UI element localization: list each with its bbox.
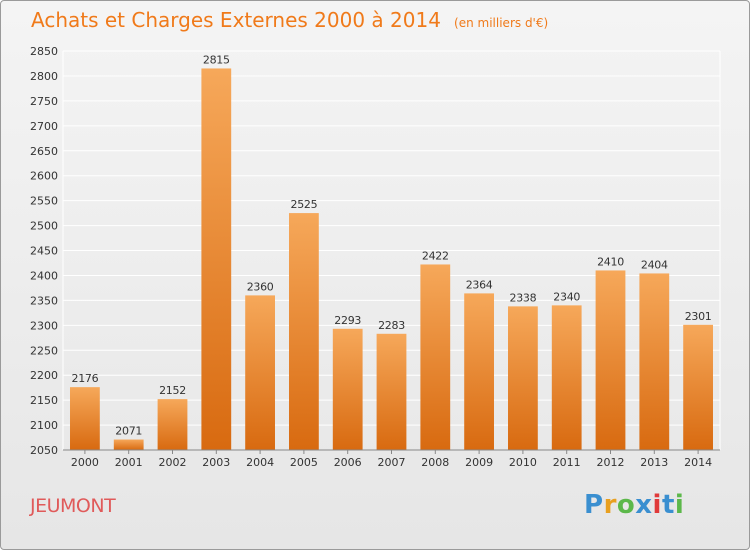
- bar: [464, 293, 494, 450]
- bar: [595, 270, 626, 450]
- data-label: 2293: [334, 314, 361, 327]
- data-labels: 2176 2071 2152 2815 2360 2525 2293 2283 2422 2364…: [72, 53, 712, 437]
- y-tick-label: 2450: [30, 245, 58, 258]
- x-tick-label: 2000: [71, 456, 99, 469]
- bar: [332, 328, 363, 450]
- x-tick-label: 2014: [684, 456, 712, 469]
- x-tick-label: 2008: [421, 456, 449, 469]
- bar: [420, 264, 451, 450]
- bar: [157, 399, 188, 450]
- x-tick-label: 2006: [334, 456, 362, 469]
- y-tick-label: 2800: [30, 70, 58, 83]
- data-label: 2283: [378, 319, 405, 332]
- x-tick-label: 2012: [597, 456, 625, 469]
- y-tick-label: 2300: [30, 319, 58, 332]
- y-tick-label: 2050: [30, 444, 58, 457]
- logo-letter: i: [652, 490, 662, 520]
- data-label: 2815: [203, 53, 230, 66]
- title-row: Achats et Charges Externes 2000 à 2014 (…: [31, 8, 548, 32]
- x-tick-label: 2001: [115, 456, 143, 469]
- bar: [289, 213, 319, 450]
- data-label: 2360: [247, 280, 274, 293]
- logo-letter: r: [603, 490, 617, 520]
- y-tick-label: 2700: [30, 120, 58, 133]
- x-tick-label: 2007: [378, 456, 406, 469]
- x-tick-label: 2004: [246, 456, 274, 469]
- data-label: 2340: [553, 290, 580, 303]
- chart-title: Achats et Charges Externes 2000 à 2014: [31, 8, 441, 32]
- bar: [639, 273, 670, 450]
- data-label: 2301: [685, 310, 712, 323]
- bars: [70, 68, 713, 451]
- bar: [113, 439, 144, 450]
- x-tick-label: 2011: [553, 456, 581, 469]
- y-tick-label: 2200: [30, 369, 58, 382]
- data-label: 2525: [291, 198, 318, 211]
- x-tick-label: 2010: [509, 456, 537, 469]
- data-label: 2071: [115, 425, 142, 438]
- bar: [508, 306, 538, 450]
- bar: [245, 295, 275, 450]
- logo-letter: i: [674, 490, 685, 520]
- y-axis: 2050 2100 2150 2200 2250 2300 2350 2400 2450 2500…: [30, 45, 58, 457]
- y-tick-label: 2400: [30, 269, 58, 282]
- y-tick-label: 2150: [30, 394, 58, 407]
- y-tick-label: 2550: [30, 195, 58, 208]
- chart-unit: (en milliers d'€): [454, 16, 549, 30]
- y-tick-label: 2500: [30, 220, 58, 233]
- data-label: 2404: [641, 258, 668, 271]
- y-tick-label: 2100: [30, 419, 58, 432]
- y-tick-label: 2600: [30, 170, 58, 183]
- bar: [201, 68, 232, 451]
- bar: [70, 387, 100, 450]
- logo-letter: t: [661, 490, 675, 520]
- logo-letter: P: [584, 490, 604, 520]
- x-axis: 2000 2001 2002 2003 2004 2005 2006 2007 2008 2009…: [63, 449, 720, 469]
- bar: [551, 305, 582, 450]
- data-label: 2364: [466, 278, 493, 291]
- proxiti-logo[interactable]: Proxiti: [584, 490, 684, 520]
- y-tick-label: 2250: [30, 344, 58, 357]
- x-tick-label: 2003: [202, 456, 230, 469]
- data-label: 2152: [159, 384, 186, 397]
- data-label: 2422: [422, 249, 449, 262]
- y-tick-label: 2850: [30, 45, 58, 58]
- bar: [376, 333, 407, 450]
- data-label: 2338: [510, 291, 537, 304]
- x-tick-label: 2009: [465, 456, 493, 469]
- logo-letter: o: [616, 490, 636, 520]
- logo-letter: x: [635, 490, 653, 520]
- city-name: JEUMONT: [30, 495, 116, 517]
- data-label: 2410: [597, 255, 624, 268]
- x-tick-label: 2005: [290, 456, 318, 469]
- x-tick-label: 2013: [640, 456, 668, 469]
- y-tick-label: 2650: [30, 145, 58, 158]
- x-tick-label: 2002: [159, 456, 187, 469]
- y-tick-label: 2750: [30, 95, 58, 108]
- bar: [683, 324, 713, 450]
- y-tick-label: 2350: [30, 294, 58, 307]
- data-label: 2176: [72, 372, 99, 385]
